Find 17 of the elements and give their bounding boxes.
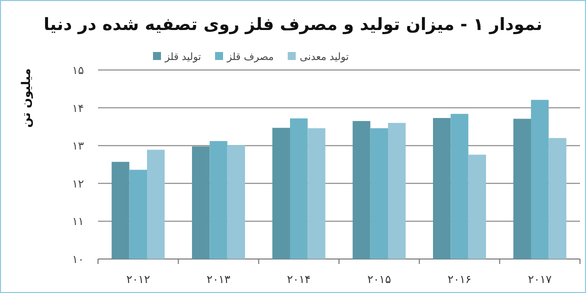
y-tick-label: ۱۵	[72, 64, 84, 77]
x-tick-label: ۲۰۱۲	[126, 273, 150, 286]
x-tick-label: ۲۰۱۶	[448, 273, 472, 286]
legend-label: مصرف قلز	[226, 52, 274, 63]
x-tick-label: ۲۰۱۴	[287, 273, 311, 286]
y-tick-label: ۱۲	[72, 177, 84, 190]
y-tick-label: ۱۳	[72, 140, 84, 153]
x-tick-label: ۲۰۱۳	[206, 273, 230, 286]
y-tick-label: ۱۴	[72, 102, 84, 115]
y-tick-label: ۱۰	[72, 253, 84, 266]
chart-title: نمودار ۱ - میزان تولید و مصرف فلز روی تصفیه شده در دنیا	[44, 15, 542, 35]
x-tick-label: ۲۰۱۵	[367, 273, 392, 286]
legend-label: تولید قلز	[164, 52, 202, 63]
y-tick-label: ۱۱	[72, 215, 84, 228]
y-axis-title: میلیون تن	[19, 68, 33, 128]
legend-label: تولید معدنی	[300, 52, 349, 63]
x-tick-label: ۲۰۱۷	[528, 273, 552, 286]
